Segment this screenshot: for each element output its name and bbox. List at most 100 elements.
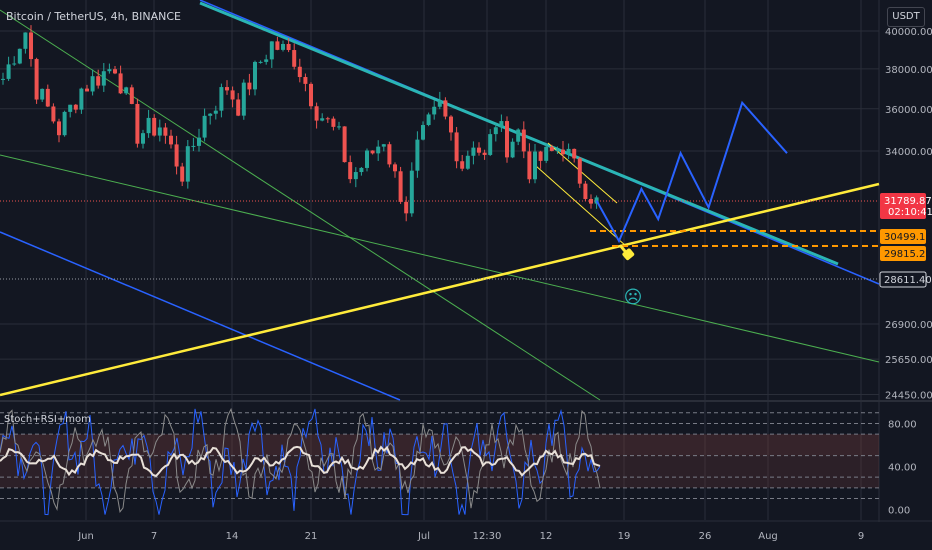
wedge-upper-line (547, 142, 618, 204)
candle-body (230, 90, 235, 100)
candle-body (286, 43, 291, 51)
price-axis-tick: 34000.00 (885, 147, 932, 158)
candle-body (23, 32, 28, 49)
level-lower-tag-bg (880, 246, 926, 261)
projection-path (595, 100, 788, 244)
candle-body (325, 118, 330, 120)
candle-body (549, 146, 554, 151)
candle-body (73, 104, 78, 110)
price-axis-tick: 25650.00 (885, 355, 932, 366)
candle-body (68, 104, 73, 112)
candle-body (96, 76, 101, 86)
candle-body (281, 43, 285, 50)
candle-body (129, 87, 134, 104)
candle-body (398, 171, 403, 202)
candle-body (57, 121, 61, 136)
candle-body (342, 126, 347, 163)
candle-body (6, 64, 11, 79)
oscillator-axis-tick: 80.00 (888, 419, 917, 430)
candle-body (460, 161, 465, 169)
price-axis-tick: 40000.00 (885, 27, 932, 38)
candle-body (594, 197, 599, 204)
pointing-hand-icon (619, 244, 635, 261)
blue-channel-line (0, 231, 401, 401)
currency-button[interactable]: USDT (887, 7, 925, 27)
indicator-title[interactable]: Stoch+RSI+mom (4, 414, 91, 425)
time-axis-tick: Jun (77, 531, 94, 542)
candle-body (225, 87, 229, 91)
candle-body (376, 146, 381, 154)
candle-body (34, 59, 39, 100)
candle-body (454, 132, 459, 162)
level-lower-tag-price: 29815.20 (884, 249, 932, 260)
candle-body (516, 129, 521, 142)
candle-body (124, 87, 129, 94)
candle-body (236, 99, 241, 116)
candle-body (275, 41, 280, 50)
candle-body (141, 133, 145, 144)
candle-body (387, 144, 392, 165)
candles (1, 25, 599, 222)
candle-body (589, 198, 593, 204)
oscillator-axis-tick: 40.00 (888, 462, 917, 473)
candle-body (381, 144, 386, 147)
candle-body (465, 155, 470, 169)
price-axis-tick: 24450.00 (885, 390, 932, 401)
candle-body (583, 183, 588, 199)
candle-body (79, 88, 84, 110)
green-channel-upper (0, 9, 601, 401)
candle-body (499, 121, 504, 128)
candle-body (320, 118, 325, 121)
candle-body (538, 151, 543, 161)
candle-body (118, 73, 123, 94)
candle-body (482, 152, 487, 155)
candle-body (219, 87, 224, 111)
candle-body (113, 69, 117, 74)
rsi-line (0, 445, 601, 478)
candle-body (572, 148, 577, 159)
candle-body (258, 61, 263, 63)
price-axis-tick: 26900.00 (885, 320, 932, 331)
sad-face-icon: ☹ (623, 287, 643, 308)
candle-body (62, 111, 67, 136)
candle-body (247, 82, 252, 90)
candle-body (85, 88, 89, 92)
projected-price-path (595, 100, 788, 244)
symbol-title[interactable]: Bitcoin / TetherUS, 4h, BINANCE (6, 10, 182, 23)
stochastic-line (0, 407, 601, 514)
candle-body (337, 126, 341, 128)
candle-body (477, 147, 481, 153)
candle-body (365, 150, 369, 168)
candle-body (241, 82, 246, 116)
candle-body (197, 137, 201, 146)
candle-body (471, 147, 476, 156)
candle-body (208, 113, 213, 116)
candle-body (314, 106, 319, 121)
candle-body (174, 144, 179, 167)
candle-body (1, 78, 5, 80)
candle-body (169, 135, 173, 145)
candle-body (191, 145, 196, 147)
oscillator-band (0, 434, 879, 456)
dotted-level-tag-price: 28611.40 (884, 275, 932, 286)
candle-body (505, 121, 509, 158)
candle-body (303, 77, 308, 84)
candle-body (544, 146, 549, 161)
price-axis-tick: 36000.00 (885, 105, 932, 116)
time-axis-tick: 9 (858, 531, 864, 542)
candle-body (359, 167, 364, 173)
last-price-tag-bg (880, 193, 926, 219)
candle-body (90, 76, 95, 92)
candle-body (152, 117, 157, 136)
candle-body (521, 129, 526, 152)
wedge-lower-line (535, 165, 627, 247)
candle-body (426, 114, 431, 126)
dotted-level-tag-bg (879, 271, 927, 288)
candle-body (107, 69, 112, 72)
yellow-support-line (0, 182, 880, 397)
time-axis-tick: 12 (540, 531, 553, 542)
candle-body (348, 162, 353, 180)
